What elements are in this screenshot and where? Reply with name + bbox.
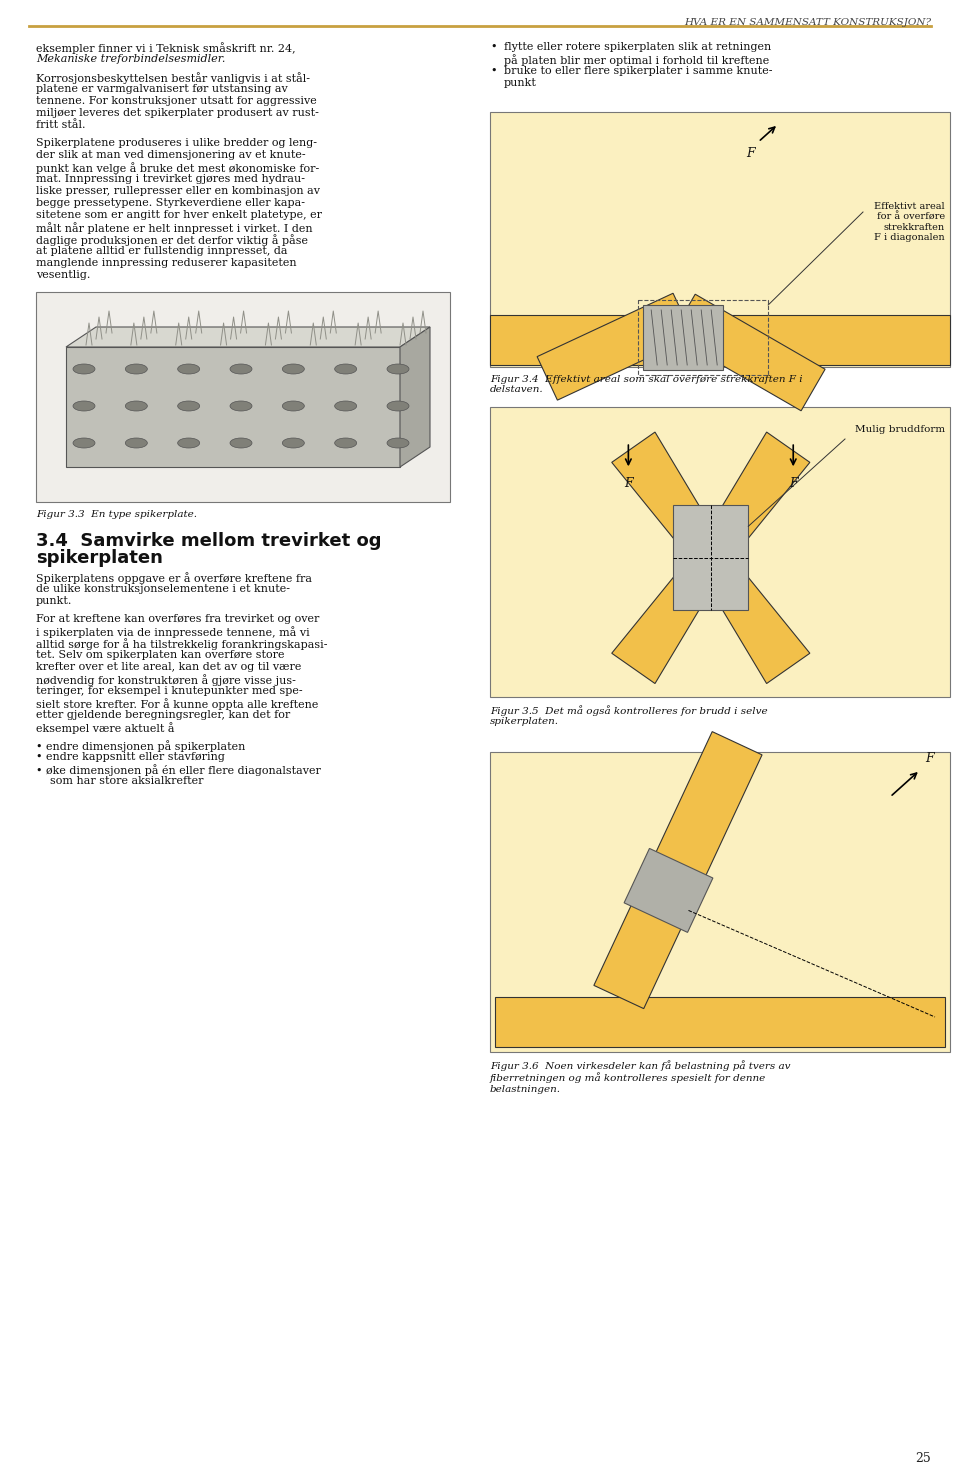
Text: For at kreftene kan overføres fra trevirket og over: For at kreftene kan overføres fra trevir… xyxy=(36,614,320,624)
Text: punkt: punkt xyxy=(504,79,537,87)
Ellipse shape xyxy=(73,400,95,411)
Text: Spikerplatens oppgave er å overføre kreftene fra: Spikerplatens oppgave er å overføre kref… xyxy=(36,572,312,584)
Text: 25: 25 xyxy=(916,1452,931,1465)
Text: sielt store krefter. For å kunne oppta alle kreftene: sielt store krefter. For å kunne oppta a… xyxy=(36,698,319,710)
Ellipse shape xyxy=(387,437,409,448)
Text: som har store aksialkrefter: som har store aksialkrefter xyxy=(50,776,204,786)
Text: Figur 3.6  Noen virkesdeler kan få belastning på tvers av
fiberretningen og må k: Figur 3.6 Noen virkesdeler kan få belast… xyxy=(490,1060,790,1094)
Text: Mulig bruddform: Mulig bruddform xyxy=(854,426,945,435)
Ellipse shape xyxy=(73,363,95,374)
Text: Mekaniske treforbindelsesmidler.: Mekaniske treforbindelsesmidler. xyxy=(36,53,226,64)
Text: Figur 3.3  En type spikerplate.: Figur 3.3 En type spikerplate. xyxy=(36,510,197,519)
Text: HVA ER EN SAMMENSATT KONSTRUKSJON?: HVA ER EN SAMMENSATT KONSTRUKSJON? xyxy=(684,18,931,27)
Ellipse shape xyxy=(178,400,200,411)
Text: fritt stål.: fritt stål. xyxy=(36,120,85,131)
Text: begge pressetypene. Styrkeverdiene eller kapa-: begge pressetypene. Styrkeverdiene eller… xyxy=(36,199,305,208)
Text: i spikerplaten via de innpressede tennene, må vi: i spikerplaten via de innpressede tennen… xyxy=(36,626,310,638)
Ellipse shape xyxy=(387,363,409,374)
Text: •: • xyxy=(490,42,496,52)
Ellipse shape xyxy=(126,400,147,411)
Ellipse shape xyxy=(335,363,357,374)
Polygon shape xyxy=(624,848,713,933)
Bar xyxy=(638,300,768,375)
Ellipse shape xyxy=(178,363,200,374)
Text: sitetene som er angitt for hver enkelt platetype, er: sitetene som er angitt for hver enkelt p… xyxy=(36,211,322,219)
Text: spikerplaten: spikerplaten xyxy=(36,549,163,567)
Polygon shape xyxy=(612,432,725,568)
Polygon shape xyxy=(671,294,825,411)
Text: platene er varmgalvanisert før utstansing av: platene er varmgalvanisert før utstansin… xyxy=(36,85,288,93)
Ellipse shape xyxy=(230,400,252,411)
Polygon shape xyxy=(495,997,945,1047)
Text: Spikerplatene produseres i ulike bredder og leng-: Spikerplatene produseres i ulike bredder… xyxy=(36,138,317,148)
Text: målt når platene er helt innpresset i virket. I den: målt når platene er helt innpresset i vi… xyxy=(36,222,313,234)
Text: punkt.: punkt. xyxy=(36,596,72,607)
Polygon shape xyxy=(490,314,950,365)
Polygon shape xyxy=(66,326,430,347)
Text: • endre dimensjonen på spikerplaten: • endre dimensjonen på spikerplaten xyxy=(36,740,246,752)
Text: liske presser, rullepresser eller en kombinasjon av: liske presser, rullepresser eller en kom… xyxy=(36,185,320,196)
Ellipse shape xyxy=(282,363,304,374)
Text: der slik at man ved dimensjonering av et knute-: der slik at man ved dimensjonering av et… xyxy=(36,150,305,160)
Text: krefter over et lite areal, kan det av og til være: krefter over et lite areal, kan det av o… xyxy=(36,661,301,672)
Text: tet. Selv om spikerplaten kan overføre store: tet. Selv om spikerplaten kan overføre s… xyxy=(36,650,284,660)
Text: nødvendig for konstruktøren å gjøre visse jus-: nødvendig for konstruktøren å gjøre viss… xyxy=(36,673,296,685)
Text: •: • xyxy=(490,67,496,76)
Ellipse shape xyxy=(387,400,409,411)
Polygon shape xyxy=(66,347,400,467)
Text: alltid sørge for å ha tilstrekkelig forankringskapasi-: alltid sørge for å ha tilstrekkelig fora… xyxy=(36,638,327,650)
Text: eksempler finner vi i Teknisk småskrift nr. 24,: eksempler finner vi i Teknisk småskrift … xyxy=(36,42,296,53)
Ellipse shape xyxy=(126,437,147,448)
Polygon shape xyxy=(400,326,430,467)
Text: tennene. For konstruksjoner utsatt for aggressive: tennene. For konstruksjoner utsatt for a… xyxy=(36,96,317,105)
Text: • endre kappsnitt eller stavføring: • endre kappsnitt eller stavføring xyxy=(36,752,225,762)
Text: teringer, for eksempel i knutepunkter med spe-: teringer, for eksempel i knutepunkter me… xyxy=(36,687,302,696)
Text: de ulike konstruksjonselementene i et knute-: de ulike konstruksjonselementene i et kn… xyxy=(36,584,290,595)
Text: F: F xyxy=(925,752,934,765)
Text: mat. Innpressing i trevirket gjøres med hydrau-: mat. Innpressing i trevirket gjøres med … xyxy=(36,174,305,184)
Text: manglende innpressing reduserer kapasiteten: manglende innpressing reduserer kapasite… xyxy=(36,258,297,268)
Ellipse shape xyxy=(73,437,95,448)
Bar xyxy=(36,292,450,503)
Ellipse shape xyxy=(335,400,357,411)
Text: flytte eller rotere spikerplaten slik at retningen: flytte eller rotere spikerplaten slik at… xyxy=(504,42,771,52)
Polygon shape xyxy=(697,549,810,684)
Polygon shape xyxy=(612,549,725,684)
Text: • øke dimensjonen på én eller flere diagonalstaver: • øke dimensjonen på én eller flere diag… xyxy=(36,764,321,776)
Polygon shape xyxy=(594,731,762,1008)
Ellipse shape xyxy=(335,437,357,448)
Text: eksempel være aktuelt å: eksempel være aktuelt å xyxy=(36,722,175,734)
Bar xyxy=(490,752,950,1051)
Text: på platen blir mer optimal i forhold til kreftene: på platen blir mer optimal i forhold til… xyxy=(504,53,769,65)
Polygon shape xyxy=(537,294,693,400)
Text: Figur 3.5  Det må også kontrolleres for brudd i selve
spikerplaten.: Figur 3.5 Det må også kontrolleres for b… xyxy=(490,704,768,727)
Bar xyxy=(673,506,748,611)
Bar xyxy=(490,113,950,366)
Text: bruke to eller flere spikerplater i samme knute-: bruke to eller flere spikerplater i samm… xyxy=(504,67,773,76)
Ellipse shape xyxy=(178,437,200,448)
Text: etter gjeldende beregningsregler, kan det for: etter gjeldende beregningsregler, kan de… xyxy=(36,710,290,721)
Ellipse shape xyxy=(282,437,304,448)
Bar xyxy=(643,305,723,369)
Text: F: F xyxy=(789,478,798,491)
Text: daglige produksjonen er det derfor viktig å påse: daglige produksjonen er det derfor vikti… xyxy=(36,234,308,246)
Text: 3.4  Samvirke mellom trevirket og: 3.4 Samvirke mellom trevirket og xyxy=(36,532,381,550)
Text: vesentlig.: vesentlig. xyxy=(36,270,90,280)
Ellipse shape xyxy=(230,437,252,448)
Text: Figur 3.4  Effektivt areal som skal overføre strekkraften F i
delstaven.: Figur 3.4 Effektivt areal som skal overf… xyxy=(490,375,803,394)
Ellipse shape xyxy=(230,363,252,374)
Text: Effektivt areal
for å overføre
strekkraften
F i diagonalen: Effektivt areal for å overføre strekkraf… xyxy=(875,202,945,242)
Ellipse shape xyxy=(126,363,147,374)
Text: Korrosjonsbeskyttelsen består vanligvis i at stål-: Korrosjonsbeskyttelsen består vanligvis … xyxy=(36,73,310,85)
Text: F: F xyxy=(746,147,755,160)
Text: miljøer leveres det spikerplater produsert av rust-: miljøer leveres det spikerplater produse… xyxy=(36,108,319,119)
Polygon shape xyxy=(697,432,810,568)
Bar xyxy=(490,406,950,697)
Text: at platene alltid er fullstendig innpresset, da: at platene alltid er fullstendig innpres… xyxy=(36,246,287,257)
Text: punkt kan velge å bruke det mest økonomiske for-: punkt kan velge å bruke det mest økonomi… xyxy=(36,162,320,174)
Ellipse shape xyxy=(282,400,304,411)
Text: F: F xyxy=(624,478,633,491)
